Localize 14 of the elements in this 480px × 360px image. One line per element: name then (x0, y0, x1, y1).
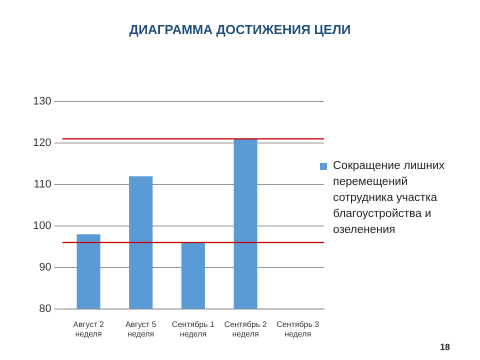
y-tick-label: 110 (34, 178, 52, 191)
y-tick-label: 100 (32, 220, 52, 232)
text: 18 (440, 342, 450, 352)
chart-title: ДИАГРАММА ДОСТИЖЕНИЯ ЦЕЛИ (128, 22, 352, 37)
y-tick-label: 120 (32, 137, 52, 150)
x-tick-label: Август 2 неделя (73, 320, 104, 338)
y-tick-label: 90 (39, 261, 52, 274)
y-tick-label: 80 (39, 302, 52, 315)
x-tick-label: Сентябрь 3 неделя (276, 320, 320, 338)
x-tick-label: Сентябрь 2 неделя (224, 320, 268, 338)
legend-label: Сокращение лишних перемещений сотрудника участка благоустройства и озеленения (333, 159, 446, 238)
x-tick-label: Август 5 неделя (125, 320, 157, 338)
x-tick-label: Сентябрь 1 неделя (172, 320, 215, 338)
y-tick-label: 130 (32, 96, 52, 108)
